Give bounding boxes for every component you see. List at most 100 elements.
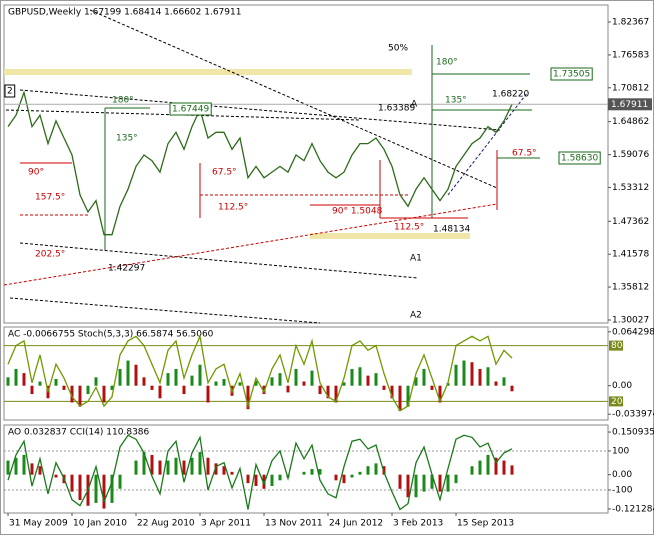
histogram-bar xyxy=(374,463,378,475)
histogram-bar xyxy=(150,385,154,390)
y-tick-label: 0.00 xyxy=(612,381,632,391)
histogram-bar xyxy=(374,373,378,386)
annotation: 180° xyxy=(436,58,458,68)
histogram-bar xyxy=(134,364,138,386)
histogram-bar xyxy=(454,364,458,386)
histogram-bar xyxy=(134,460,138,475)
histogram-bar xyxy=(54,378,58,386)
histogram-bar xyxy=(6,460,10,475)
trend-lines xyxy=(5,9,501,324)
annotation: 135° xyxy=(445,96,467,106)
x-tick-label: 13 Nov 2011 xyxy=(265,519,323,529)
histogram-bar xyxy=(334,474,338,481)
histogram-bar xyxy=(182,460,186,475)
histogram-bar xyxy=(222,466,226,475)
histogram-bar xyxy=(422,368,426,386)
histogram-bar xyxy=(510,385,514,392)
y-tick-label: -0.121284 xyxy=(612,504,654,514)
histogram-bar xyxy=(382,385,386,390)
histogram-bar xyxy=(326,385,330,399)
y-tick-label: 1.35812 xyxy=(612,283,649,293)
histogram-bar xyxy=(110,474,114,503)
histogram-bar xyxy=(438,474,442,492)
histogram-bar xyxy=(30,463,34,475)
annotation: 1.73505 xyxy=(553,70,590,80)
x-tick-label: 10 Jan 2010 xyxy=(73,519,127,529)
y-tick-label: -100 xyxy=(612,485,633,495)
histogram-bar xyxy=(262,474,266,489)
histogram-bar xyxy=(142,377,146,386)
histogram-bar xyxy=(470,466,474,475)
panel-2 xyxy=(3,424,609,514)
series-line xyxy=(7,90,513,236)
histogram-bar xyxy=(214,463,218,475)
y-tick-label: 1.70812 xyxy=(612,83,649,93)
histogram-bar xyxy=(142,452,146,475)
histogram-bar xyxy=(14,368,18,386)
histogram-bar xyxy=(494,381,498,386)
histogram-bar xyxy=(502,377,506,386)
annotation-box xyxy=(4,84,16,98)
x-tick-label: 22 Aug 2010 xyxy=(137,519,195,529)
histogram-bar xyxy=(150,454,154,475)
histogram-bar xyxy=(270,377,274,386)
main-panel xyxy=(3,4,609,324)
x-tick-label: 31 May 2009 xyxy=(9,519,68,529)
histogram-bar xyxy=(270,474,274,486)
annotation: 135° xyxy=(116,134,138,144)
histogram-bar xyxy=(430,474,434,489)
histogram-bar xyxy=(502,460,506,475)
histogram-bar xyxy=(398,474,402,489)
histogram-bar xyxy=(238,382,242,386)
histogram-bar xyxy=(86,385,90,395)
histogram-bar xyxy=(278,474,282,481)
y-tick-label: 0.064298 xyxy=(612,327,654,337)
panel-title: GBPUSD,Weekly 1.67199 1.68414 1.66602 1.… xyxy=(8,8,241,18)
histogram-bar xyxy=(422,474,426,492)
histogram-bar xyxy=(166,460,170,475)
annotation: A2 xyxy=(410,311,422,321)
histogram-bar xyxy=(478,460,482,475)
panel-1 xyxy=(3,326,609,421)
histogram-bar xyxy=(190,375,194,386)
last-price-box xyxy=(608,98,652,111)
y-tick-label: 1.82367 xyxy=(612,17,649,27)
level-label: 80 xyxy=(611,341,623,351)
histogram-bar xyxy=(294,368,298,386)
y-tick-label: 0.150935 xyxy=(612,428,654,438)
histogram-bar xyxy=(350,368,354,386)
histogram-bar xyxy=(22,454,26,475)
x-tick-label: 15 Sep 2013 xyxy=(457,519,514,529)
histogram-bar xyxy=(334,385,338,403)
annotation: 1.42297 xyxy=(108,264,145,274)
histogram-bar xyxy=(38,466,42,475)
histogram-bar xyxy=(486,367,490,386)
histogram-bar xyxy=(302,471,306,475)
y-tick-label: 1.47362 xyxy=(612,217,649,227)
annotation: 157.5° xyxy=(35,193,65,203)
histogram-bar xyxy=(478,368,482,386)
histogram-bar xyxy=(14,457,18,475)
annotation: A1 xyxy=(410,254,422,264)
histogram-bar xyxy=(54,474,58,478)
level-box xyxy=(609,340,623,351)
histogram-bar xyxy=(158,460,162,475)
histogram-bar xyxy=(94,377,98,386)
histogram-bar xyxy=(166,373,170,386)
histogram-bar xyxy=(158,385,162,399)
histogram-bar xyxy=(366,375,370,386)
histogram-bar xyxy=(406,474,410,498)
histogram-bar xyxy=(78,385,82,407)
histogram-bar xyxy=(174,368,178,386)
histogram-bar xyxy=(454,474,458,484)
histogram-bar xyxy=(102,474,106,509)
histogram-bar xyxy=(190,457,194,475)
annotation: 1.67449 xyxy=(172,105,209,115)
histogram-bar xyxy=(118,474,122,489)
histogram-bar xyxy=(398,385,402,411)
series-line xyxy=(7,334,513,412)
histogram-bar xyxy=(206,385,210,403)
histogram-bar xyxy=(462,360,466,386)
histogram-bar xyxy=(110,385,114,390)
